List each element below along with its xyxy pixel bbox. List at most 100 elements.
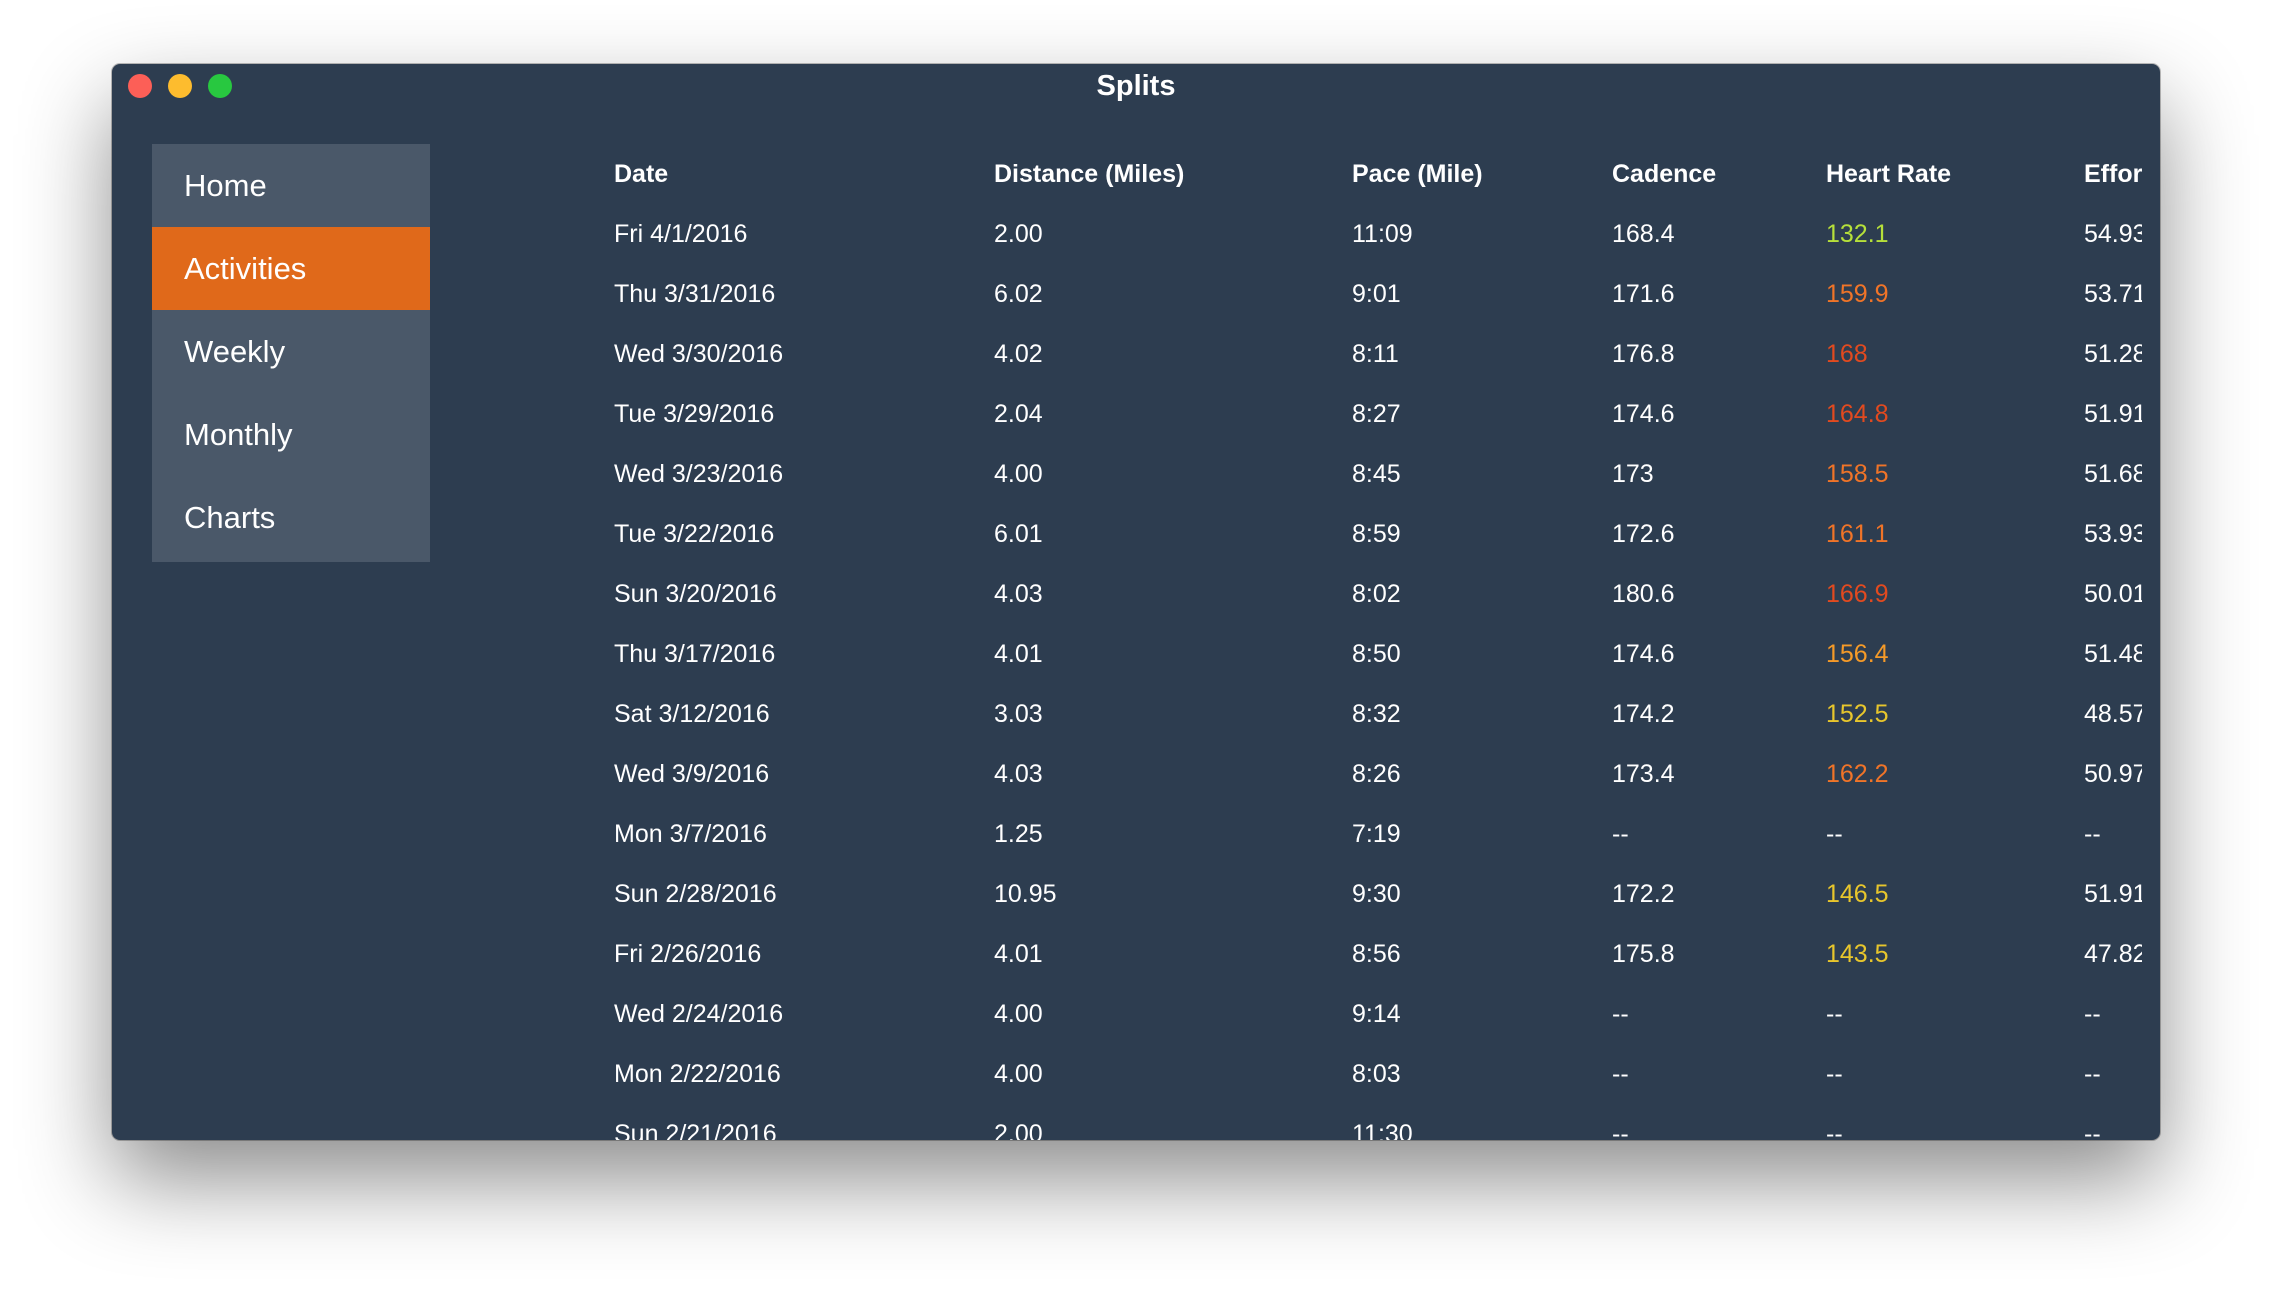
cell-cadence: 171.6 [1612, 280, 1675, 308]
cell-effort: 51.28 [2084, 340, 2142, 368]
cell-effort: 51.91 [2084, 880, 2142, 908]
cell-pace: 8:32 [1352, 700, 1401, 728]
cell-heart-rate: 166.9 [1826, 580, 1889, 608]
cell-date: Mon 3/7/2016 [614, 820, 767, 848]
cell-distance: 4.03 [994, 580, 1043, 608]
cell-distance: 4.01 [994, 940, 1043, 968]
cell-pace: 9:30 [1352, 880, 1401, 908]
sidebar-item-activities[interactable]: Activities [152, 227, 430, 310]
cell-date: Thu 3/17/2016 [614, 640, 776, 668]
cell-heart-rate: 156.4 [1826, 640, 1889, 668]
cell-cadence: 174.6 [1612, 640, 1675, 668]
cell-distance: 10.95 [994, 880, 1057, 908]
cell-date: Tue 3/22/2016 [614, 520, 775, 548]
table-row[interactable]: Sun 2/28/2016 10.95 9:30 172.2 146.5 51.91 [502, 864, 2142, 924]
cell-heart-rate: -- [1826, 1120, 1843, 1140]
cell-heart-rate: 161.1 [1826, 520, 1889, 548]
cell-heart-rate: 164.8 [1826, 400, 1889, 428]
cell-distance: 4.00 [994, 1000, 1043, 1028]
cell-pace: 8:03 [1352, 1060, 1401, 1088]
cell-date: Fri 2/26/2016 [614, 940, 762, 968]
cell-distance: 4.03 [994, 760, 1043, 788]
table-row[interactable]: Thu 3/17/2016 4.01 8:50 174.6 156.4 51.48 [502, 624, 2142, 684]
table-row[interactable]: Wed 3/30/2016 4.02 8:11 176.8 168 51.28 [502, 324, 2142, 384]
cell-cadence: 174.2 [1612, 700, 1675, 728]
column-header-effort[interactable]: Effort [2084, 160, 2142, 188]
sidebar-item-monthly[interactable]: Monthly [184, 417, 293, 452]
cell-date: Sun 3/20/2016 [614, 580, 777, 608]
cell-pace: 8:56 [1352, 940, 1401, 968]
column-header-date[interactable]: Date [614, 160, 669, 188]
cell-cadence: 175.8 [1612, 940, 1675, 968]
table-row[interactable]: Mon 3/7/2016 1.25 7:19 -- -- -- [502, 804, 2142, 864]
cell-cadence: 174.6 [1612, 400, 1675, 428]
cell-cadence: 176.8 [1612, 340, 1675, 368]
table-row[interactable]: Wed 2/24/2016 4.00 9:14 -- -- -- [502, 984, 2142, 1044]
cell-heart-rate: 146.5 [1826, 880, 1889, 908]
cell-pace: 8:50 [1352, 640, 1401, 668]
cell-date: Fri 4/1/2016 [614, 220, 748, 248]
table-row[interactable]: Sun 2/21/2016 2.00 11:30 -- -- -- [502, 1104, 2142, 1140]
cell-date: Sun 2/21/2016 [614, 1120, 777, 1140]
table-row[interactable]: Tue 3/29/2016 2.04 8:27 174.6 164.8 51.91 [502, 384, 2142, 444]
cell-effort: 51.48 [2084, 640, 2142, 668]
cell-effort: 48.57 [2084, 700, 2142, 728]
column-header-pace[interactable]: Pace (Mile) [1352, 160, 1483, 188]
minimize-window-button[interactable] [168, 74, 192, 98]
cell-distance: 2.00 [994, 1120, 1043, 1140]
cell-heart-rate: -- [1826, 1060, 1843, 1088]
cell-effort: -- [2084, 1120, 2101, 1140]
cell-distance: 3.03 [994, 700, 1043, 728]
column-header-distance[interactable]: Distance (Miles) [994, 160, 1185, 188]
activities-table: Date Distance (Miles) Pace (Mile) Cadenc… [502, 144, 2142, 1140]
cell-cadence: 172.2 [1612, 880, 1675, 908]
cell-date: Sat 3/12/2016 [614, 700, 770, 728]
cell-effort: 51.68 [2084, 460, 2142, 488]
table-header-row: Date Distance (Miles) Pace (Mile) Cadenc… [502, 144, 2142, 204]
cell-date: Wed 3/9/2016 [614, 760, 770, 788]
sidebar-item-home[interactable]: Home [184, 168, 267, 203]
table-row[interactable]: Sat 3/12/2016 3.03 8:32 174.2 152.5 48.57 [502, 684, 2142, 744]
cell-distance: 4.01 [994, 640, 1043, 668]
table-body: Fri 4/1/2016 2.00 11:09 168.4 132.1 54.93 Thu … [502, 204, 2142, 1140]
table-row[interactable]: Mon 2/22/2016 4.00 8:03 -- -- -- [502, 1044, 2142, 1104]
cell-date: Thu 3/31/2016 [614, 280, 776, 308]
cell-effort: -- [2084, 1060, 2101, 1088]
sidebar-item-weekly[interactable]: Weekly [184, 334, 286, 369]
cell-distance: 4.00 [994, 460, 1043, 488]
cell-heart-rate: 152.5 [1826, 700, 1889, 728]
cell-cadence: -- [1612, 1000, 1629, 1028]
cell-effort: 50.01 [2084, 580, 2142, 608]
cell-pace: 8:27 [1352, 400, 1401, 428]
table-row[interactable]: Wed 3/23/2016 4.00 8:45 173 158.5 51.68 [502, 444, 2142, 504]
cell-cadence: 173.4 [1612, 760, 1675, 788]
column-header-heart-rate[interactable]: Heart Rate [1826, 160, 1952, 188]
cell-cadence: 168.4 [1612, 220, 1675, 248]
cell-effort: 54.93 [2084, 220, 2142, 248]
cell-pace: 8:45 [1352, 460, 1401, 488]
cell-heart-rate: 168 [1826, 340, 1868, 368]
cell-distance: 6.01 [994, 520, 1043, 548]
close-window-button[interactable] [128, 74, 152, 98]
cell-date: Tue 3/29/2016 [614, 400, 775, 428]
table-row[interactable]: Sun 3/20/2016 4.03 8:02 180.6 166.9 50.01 [502, 564, 2142, 624]
table-row[interactable]: Fri 2/26/2016 4.01 8:56 175.8 143.5 47.82 [502, 924, 2142, 984]
cell-cadence: -- [1612, 1060, 1629, 1088]
table-row[interactable]: Tue 3/22/2016 6.01 8:59 172.6 161.1 53.93 [502, 504, 2142, 564]
window-title: Splits [1096, 70, 1176, 102]
cell-heart-rate: 143.5 [1826, 940, 1889, 968]
zoom-window-button[interactable] [208, 74, 232, 98]
sidebar-nav: Home Activities Weekly Monthly Charts [152, 144, 430, 562]
cell-heart-rate: -- [1826, 820, 1843, 848]
sidebar-item-charts[interactable]: Charts [184, 500, 276, 535]
table-row[interactable]: Fri 4/1/2016 2.00 11:09 168.4 132.1 54.93 [502, 204, 2142, 264]
cell-effort: -- [2084, 1000, 2101, 1028]
cell-pace: 9:01 [1352, 280, 1401, 308]
cell-effort: 53.71 [2084, 280, 2142, 308]
cell-effort: 47.82 [2084, 940, 2142, 968]
cell-date: Wed 2/24/2016 [614, 1000, 784, 1028]
column-header-cadence[interactable]: Cadence [1612, 160, 1717, 188]
table-row[interactable]: Wed 3/9/2016 4.03 8:26 173.4 162.2 50.97 [502, 744, 2142, 804]
table-row[interactable]: Thu 3/31/2016 6.02 9:01 171.6 159.9 53.71 [502, 264, 2142, 324]
cell-pace: 8:26 [1352, 760, 1401, 788]
